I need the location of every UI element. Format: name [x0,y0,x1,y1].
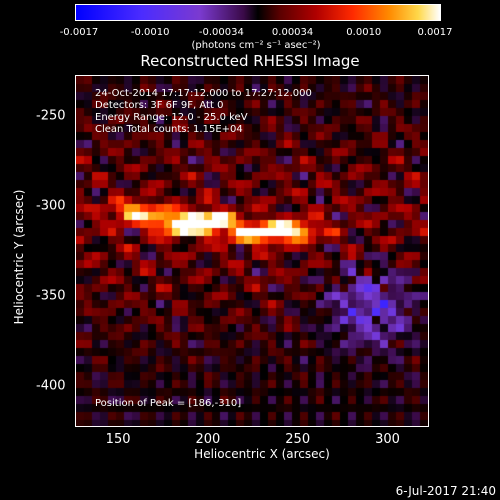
energy-range-label: Energy Range: 12.0 - 25.0 keV [95,112,248,123]
colorbar [75,4,441,21]
colorbar-unit: (photons cm⁻² s⁻¹ asec⁻²) [191,40,321,51]
plot-area[interactable] [75,75,429,427]
colorbar-tick-label: 0.0010 [346,27,382,38]
heatmap-image [76,76,428,426]
x-tick-label: 150 [105,432,131,447]
detectors-label: Detectors: 3F 6F 9F, Att 0 [95,100,224,111]
y-tick-label: -300 [36,198,66,214]
peak-position-label: Position of Peak = [186,-310] [95,398,242,409]
colorbar-tick-label: 0.0017 [417,27,453,38]
timestamp: 6-Jul-2017 21:40 [395,484,496,498]
colorbar-tick-label: -0.0010 [130,27,170,38]
colorbar-tick-label: -0.0017 [59,27,99,38]
method-label: Clean Total counts: 1.15E+04 [95,124,243,135]
x-tick-label: 200 [195,432,221,447]
y-tick-label: -250 [36,108,66,124]
x-tick-label: 300 [375,432,400,447]
y-tick-label: -400 [36,378,66,393]
colorbar-tick-label: -0.00034 [198,27,244,38]
y-tick-label: -350 [36,288,66,304]
colorbar-tick-label: 0.00034 [271,27,314,38]
x-tick-label: 250 [285,432,311,447]
time-range-label: 24-Oct-2014 17:17:12.000 to 17:27:12.000 [95,88,312,99]
x-axis-label: Heliocentric X (arcsec) [194,447,330,461]
y-axis-label: Heliocentric Y (arcsec) [12,189,26,325]
plot-title: Reconstructed RHESSI Image [140,52,360,70]
